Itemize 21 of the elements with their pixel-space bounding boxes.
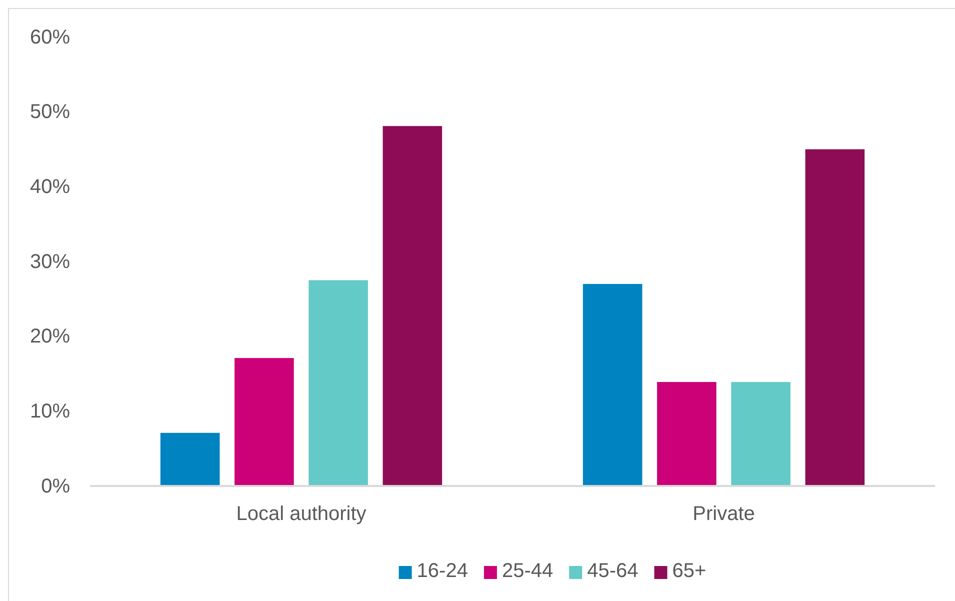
y-tick-label: 0% [41,475,70,498]
x-tick-label: Private [692,503,755,526]
y-tick-label: 60% [30,26,70,48]
legend-label: 65+ [672,560,706,582]
bar [731,382,790,486]
legend-label: 45-64 [587,560,638,582]
y-tick-label: 30% [30,250,70,273]
y-tick-label: 50% [30,101,70,124]
y-tick-label: 20% [30,326,70,348]
bar [160,432,220,486]
y-tick-label: 10% [30,400,70,423]
bar [382,126,442,486]
x-tick-label: Local authority [236,503,366,526]
bar [582,284,642,486]
legend-label: 25-44 [502,560,554,582]
bar [234,358,294,486]
bar [657,382,716,486]
y-tick-label: 40% [30,176,70,198]
bar [308,280,368,486]
bar [805,149,865,486]
legend-label: 16-24 [416,560,468,582]
